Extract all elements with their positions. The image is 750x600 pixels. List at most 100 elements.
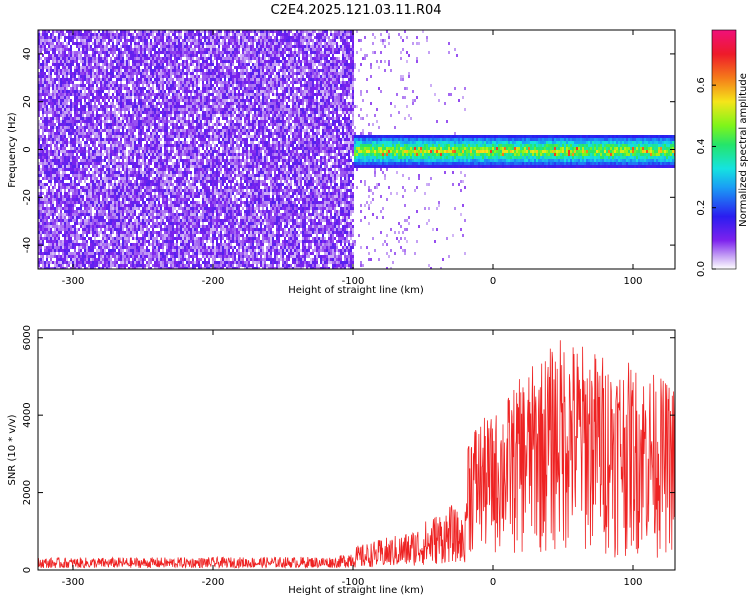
heatmap-cell <box>74 87 76 90</box>
heatmap-cell <box>84 45 86 48</box>
heatmap-cell <box>66 78 68 81</box>
heatmap-cell <box>46 99 48 102</box>
heatmap-cell <box>128 159 130 162</box>
heatmap-cell <box>152 132 154 135</box>
heatmap-cell <box>106 204 108 207</box>
heatmap-cell <box>176 111 178 114</box>
heatmap-cell <box>162 57 164 60</box>
heatmap-cell <box>68 186 70 189</box>
heatmap-cell <box>112 243 114 246</box>
heatmap-cell <box>124 51 126 54</box>
heatmap-cell <box>114 216 116 219</box>
heatmap-cell <box>106 156 108 159</box>
heatmap-cell <box>106 261 108 264</box>
heatmap-cell <box>156 126 158 129</box>
heatmap-cell <box>92 171 94 174</box>
heatmap-cell <box>56 171 58 174</box>
heatmap-cell <box>70 258 72 261</box>
heatmap-cell <box>154 60 156 63</box>
heatmap-cell <box>50 150 52 153</box>
heatmap-cell <box>178 57 180 60</box>
heatmap-cell <box>102 33 104 36</box>
heatmap-cell <box>172 111 174 114</box>
heatmap-cell <box>148 228 150 231</box>
heatmap-cell <box>144 45 146 48</box>
heatmap-cell <box>88 192 90 195</box>
heatmap-cell <box>162 180 164 183</box>
heatmap-cell <box>48 45 50 48</box>
heatmap-cell <box>112 96 114 99</box>
heatmap-cell <box>62 114 64 117</box>
heatmap-cell <box>62 66 64 69</box>
heatmap-cell <box>148 264 150 267</box>
heatmap-cell <box>178 36 180 39</box>
heatmap-cell <box>88 216 90 219</box>
heatmap-cell <box>88 195 90 198</box>
heatmap-cell <box>144 213 146 216</box>
heatmap-cell <box>138 111 140 114</box>
heatmap-cell <box>142 249 144 252</box>
heatmap-cell <box>134 150 136 153</box>
heatmap-cell <box>78 93 80 96</box>
heatmap-cell <box>124 255 126 258</box>
heatmap-cell <box>168 249 170 252</box>
heatmap-cell <box>58 174 60 177</box>
heatmap-cell <box>72 225 74 228</box>
heatmap-cell <box>130 246 132 249</box>
heatmap-cell <box>74 84 76 87</box>
heatmap-cell <box>156 246 158 249</box>
heatmap-cell <box>140 126 142 129</box>
heatmap-cell <box>44 147 46 150</box>
heatmap-cell <box>142 186 144 189</box>
heatmap-cell <box>58 150 60 153</box>
heatmap-cell <box>140 78 142 81</box>
heatmap-cell <box>130 180 132 183</box>
heatmap-cell <box>96 147 98 150</box>
heatmap-cell <box>90 99 92 102</box>
heatmap-cell <box>158 198 160 201</box>
heatmap-cell <box>118 96 120 99</box>
heatmap-cell <box>50 162 52 165</box>
heatmap-cell <box>148 210 150 213</box>
heatmap-cell <box>66 264 68 267</box>
heatmap-cell <box>112 132 114 135</box>
heatmap-cell <box>66 96 68 99</box>
heatmap-cell <box>116 66 118 69</box>
heatmap-cell <box>158 249 160 252</box>
heatmap-cell <box>88 204 90 207</box>
heatmap-cell <box>90 48 92 51</box>
heatmap-cell <box>116 210 118 213</box>
heatmap-cell <box>172 195 174 198</box>
heatmap-cell <box>50 147 52 150</box>
heatmap-cell <box>54 228 56 231</box>
heatmap-cell <box>176 135 178 138</box>
heatmap-cell <box>98 39 100 42</box>
heatmap-cell <box>66 249 68 252</box>
heatmap-cell <box>100 213 102 216</box>
heatmap-cell <box>74 252 76 255</box>
heatmap-cell <box>122 150 124 153</box>
heatmap-cell <box>62 195 64 198</box>
heatmap-cell <box>60 57 62 60</box>
heatmap-cell <box>70 171 72 174</box>
heatmap-cell <box>174 114 176 117</box>
heatmap-cell <box>166 66 168 69</box>
heatmap-cell <box>62 201 64 204</box>
heatmap-cell <box>96 231 98 234</box>
heatmap-cell <box>156 183 158 186</box>
heatmap-cell <box>104 129 106 132</box>
heatmap-cell <box>174 165 176 168</box>
heatmap-cell <box>118 174 120 177</box>
heatmap-cell <box>122 216 124 219</box>
heatmap-cell <box>158 180 160 183</box>
heatmap-cell <box>124 186 126 189</box>
heatmap-cell <box>78 138 80 141</box>
heatmap-cell <box>56 240 58 243</box>
heatmap-cell <box>70 117 72 120</box>
heatmap-cell <box>108 96 110 99</box>
heatmap-cell <box>162 120 164 123</box>
heatmap-cell <box>56 198 58 201</box>
heatmap-cell <box>46 87 48 90</box>
heatmap-cell <box>122 120 124 123</box>
heatmap-cell <box>78 228 80 231</box>
